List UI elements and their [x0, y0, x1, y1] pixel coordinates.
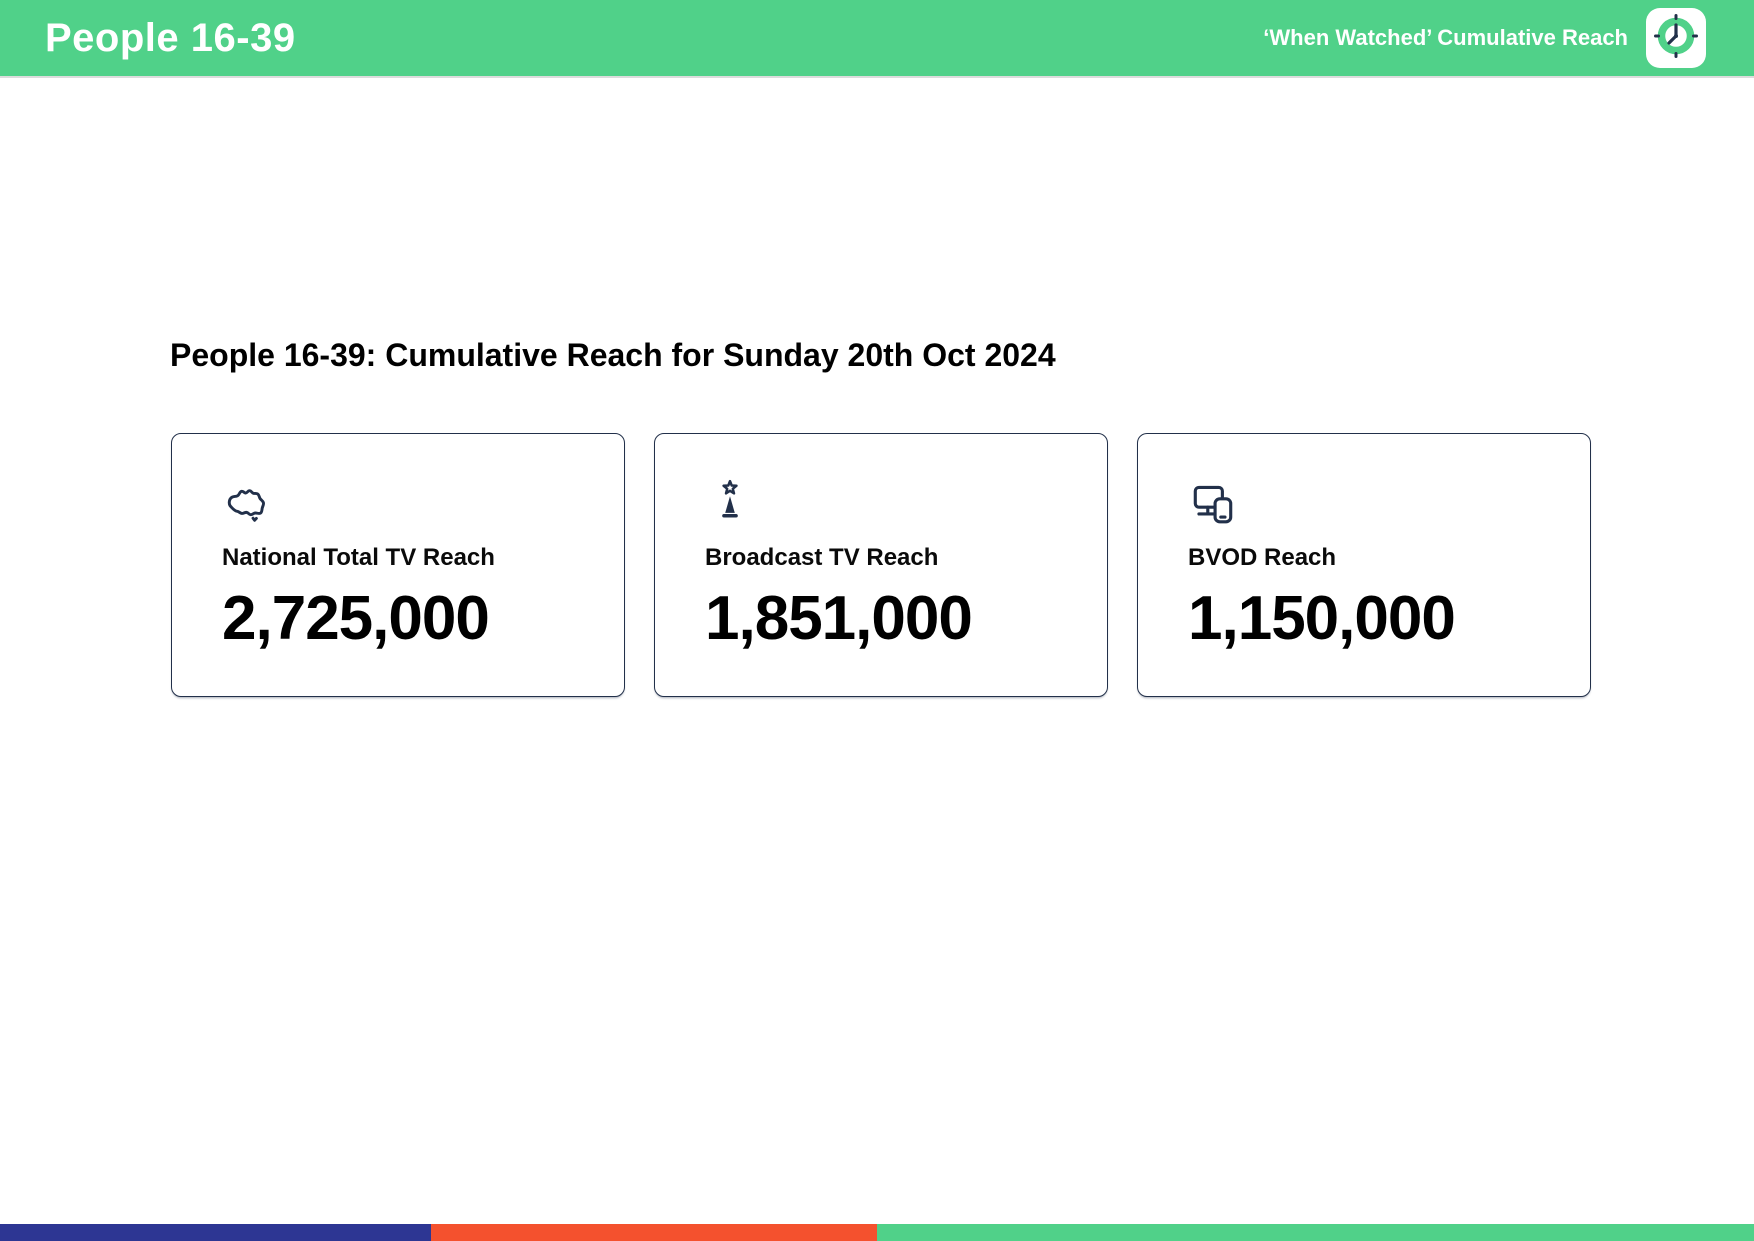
card-label: BVOD Reach	[1188, 544, 1337, 571]
report-subtitle: ‘When Watched’ Cumulative Reach	[1263, 25, 1628, 50]
footer-segment-blue	[0, 1224, 431, 1241]
header-right-group: ‘When Watched’ Cumulative Reach	[1263, 8, 1706, 68]
broadcast-tower-icon	[705, 478, 1057, 528]
card-label: Broadcast TV Reach	[705, 544, 939, 571]
page-title: People 16-39	[45, 15, 296, 60]
footer-segment-orange	[430, 1224, 877, 1241]
footer-segment-green	[876, 1224, 1754, 1241]
card-broadcast-tv-reach: Broadcast TV Reach 1,851,000	[654, 433, 1108, 697]
card-bvod-reach: BVOD Reach 1,150,000	[1137, 433, 1591, 697]
card-value: 1,851,000	[705, 584, 973, 653]
header-bar: People 16-39 ‘When Watched’ Cumulative R…	[0, 0, 1754, 78]
clock-badge	[1646, 8, 1706, 68]
card-label: National Total TV Reach	[222, 544, 495, 571]
footer-color-bar	[0, 1224, 1754, 1241]
card-value: 1,150,000	[1188, 584, 1456, 653]
australia-map-icon	[222, 478, 574, 528]
card-value: 2,725,000	[222, 584, 490, 653]
devices-icon	[1188, 478, 1540, 528]
card-national-total-tv-reach: National Total TV Reach 2,725,000	[171, 433, 625, 697]
section-heading: People 16-39: Cumulative Reach for Sunda…	[170, 337, 1056, 373]
clock-icon	[1654, 13, 1698, 63]
kpi-cards-row: National Total TV Reach 2,725,000 Broadc…	[171, 433, 1591, 697]
